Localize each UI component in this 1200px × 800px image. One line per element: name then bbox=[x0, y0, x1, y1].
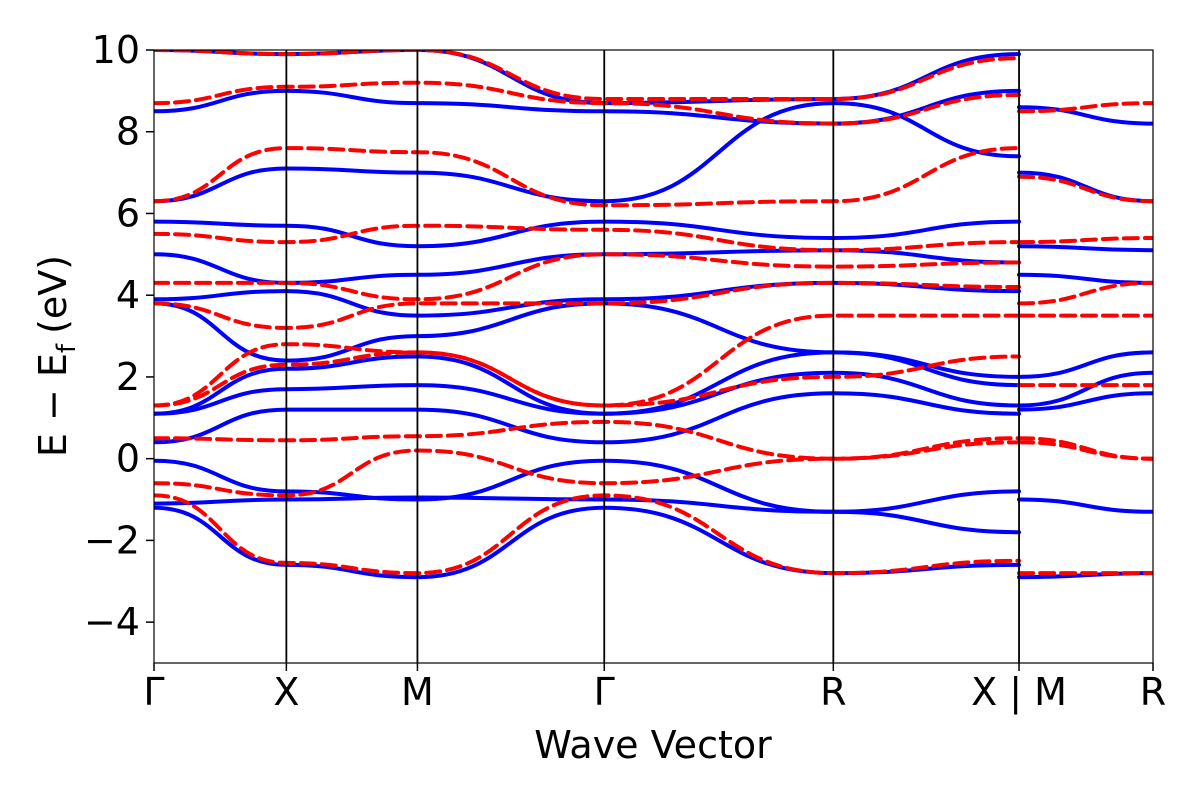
solid-band-line bbox=[154, 458, 1021, 535]
dashed-band-line bbox=[154, 280, 1021, 330]
dashed-band-line bbox=[154, 313, 1021, 408]
y-tick-label: 4 bbox=[116, 273, 140, 317]
plot-frame bbox=[153, 49, 1154, 664]
x-tick-label: R bbox=[820, 670, 846, 714]
dashed-band-line bbox=[154, 80, 1021, 126]
dashed-band-line bbox=[1017, 236, 1153, 245]
solid-band-line bbox=[1017, 391, 1153, 412]
x-tick-label: X bbox=[273, 670, 299, 714]
y-axis-title-group: E − Ef (eV) bbox=[31, 255, 82, 457]
y-tick-label: −4 bbox=[84, 600, 140, 644]
dashed-band-line bbox=[1017, 280, 1153, 306]
y-axis-title-unit: (eV) bbox=[31, 255, 75, 334]
solid-band-line bbox=[1017, 350, 1153, 379]
solid-band-line bbox=[154, 391, 1021, 445]
solid-band-line bbox=[1017, 370, 1153, 408]
x-axis-title: Wave Vector bbox=[534, 723, 772, 767]
y-axis-title-subscript: f bbox=[52, 343, 82, 353]
solid-band-line bbox=[1017, 105, 1153, 126]
kpoint-divider-group bbox=[285, 50, 1020, 663]
y-tick-label: 0 bbox=[116, 437, 140, 481]
dashed-band-line bbox=[1017, 174, 1153, 204]
y-tick-label: 2 bbox=[116, 355, 140, 399]
x-axis: Γ X M Γ R X | M R bbox=[143, 663, 1166, 715]
x-tick-label: Γ bbox=[594, 670, 615, 714]
dashed-band-line bbox=[154, 146, 1021, 208]
solid-band-line bbox=[1017, 497, 1153, 514]
dashed-band-line bbox=[1017, 101, 1153, 114]
solid-band-line bbox=[1017, 244, 1153, 253]
y-axis-title-main: E − E bbox=[31, 353, 75, 457]
x-tick-label: Γ bbox=[143, 670, 164, 714]
y-axis: −4 −2 0 2 4 6 8 10 bbox=[84, 28, 154, 644]
x-tick-label: R bbox=[1140, 670, 1166, 714]
x-tick-label: X | M bbox=[971, 670, 1067, 715]
y-tick-label: 6 bbox=[116, 191, 140, 235]
y-tick-label: −2 bbox=[84, 518, 140, 562]
y-axis-title: E − Ef (eV) bbox=[31, 255, 82, 457]
y-tick-label: 10 bbox=[92, 28, 140, 72]
dashed-band-line bbox=[1017, 440, 1153, 461]
x-tick-label: M bbox=[401, 670, 434, 714]
solid-band-line bbox=[154, 301, 1021, 379]
dashed-band-line bbox=[154, 436, 1021, 498]
y-tick-label: 8 bbox=[116, 110, 140, 154]
dashed-band-line bbox=[154, 493, 1021, 576]
